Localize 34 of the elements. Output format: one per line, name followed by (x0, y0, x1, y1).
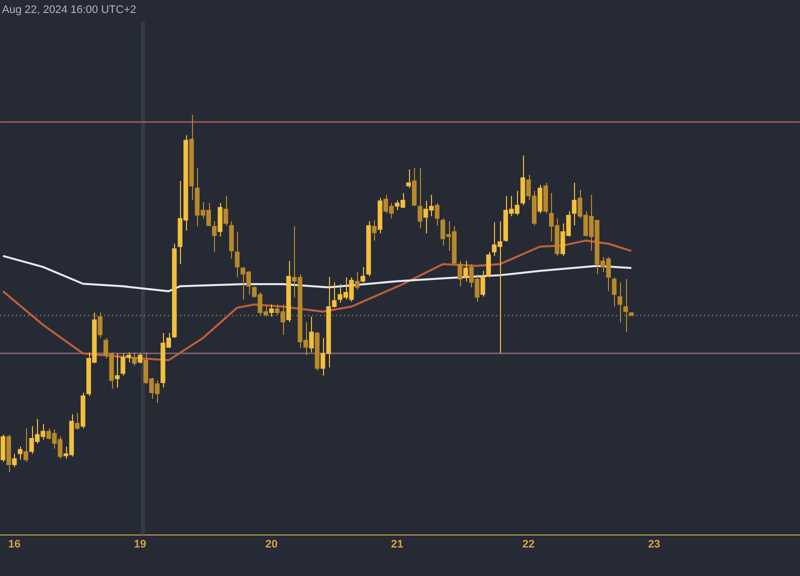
candlestick (463, 260, 468, 282)
x-tick-label: 16 (8, 538, 21, 550)
candlestick (360, 266, 366, 283)
candlestick (434, 202, 440, 226)
candlestick (309, 316, 314, 353)
candlestick (0, 434, 6, 462)
x-tick-label: 19 (134, 538, 146, 550)
candlestick (18, 446, 22, 460)
candlestick (24, 428, 28, 462)
candlestick (354, 271, 360, 290)
candlestick (98, 312, 102, 339)
candlestick (132, 352, 137, 366)
candlestick (572, 182, 577, 226)
candlestick (372, 220, 377, 242)
candlestick (418, 167, 422, 229)
candlestick (114, 352, 120, 388)
candlestick (618, 282, 622, 324)
x-tick-label: 20 (265, 538, 278, 550)
candlestick (212, 220, 217, 252)
x-tick-label: 23 (648, 538, 660, 550)
candlestick (538, 184, 542, 214)
candlestick (12, 453, 17, 468)
candlestick (623, 278, 628, 332)
candlestick (138, 352, 142, 364)
candlestick (458, 260, 462, 287)
candlestick (223, 195, 228, 226)
candlestick (234, 231, 240, 278)
candlestick (406, 168, 411, 189)
candlestick (269, 304, 274, 318)
candlestick (74, 412, 80, 430)
candlestick (612, 276, 617, 308)
chart-title: Aug 22, 2024 16:00 UTC+2 (2, 4, 136, 16)
x-tick-label: 22 (522, 538, 535, 550)
x-tick-label: 21 (391, 538, 404, 550)
